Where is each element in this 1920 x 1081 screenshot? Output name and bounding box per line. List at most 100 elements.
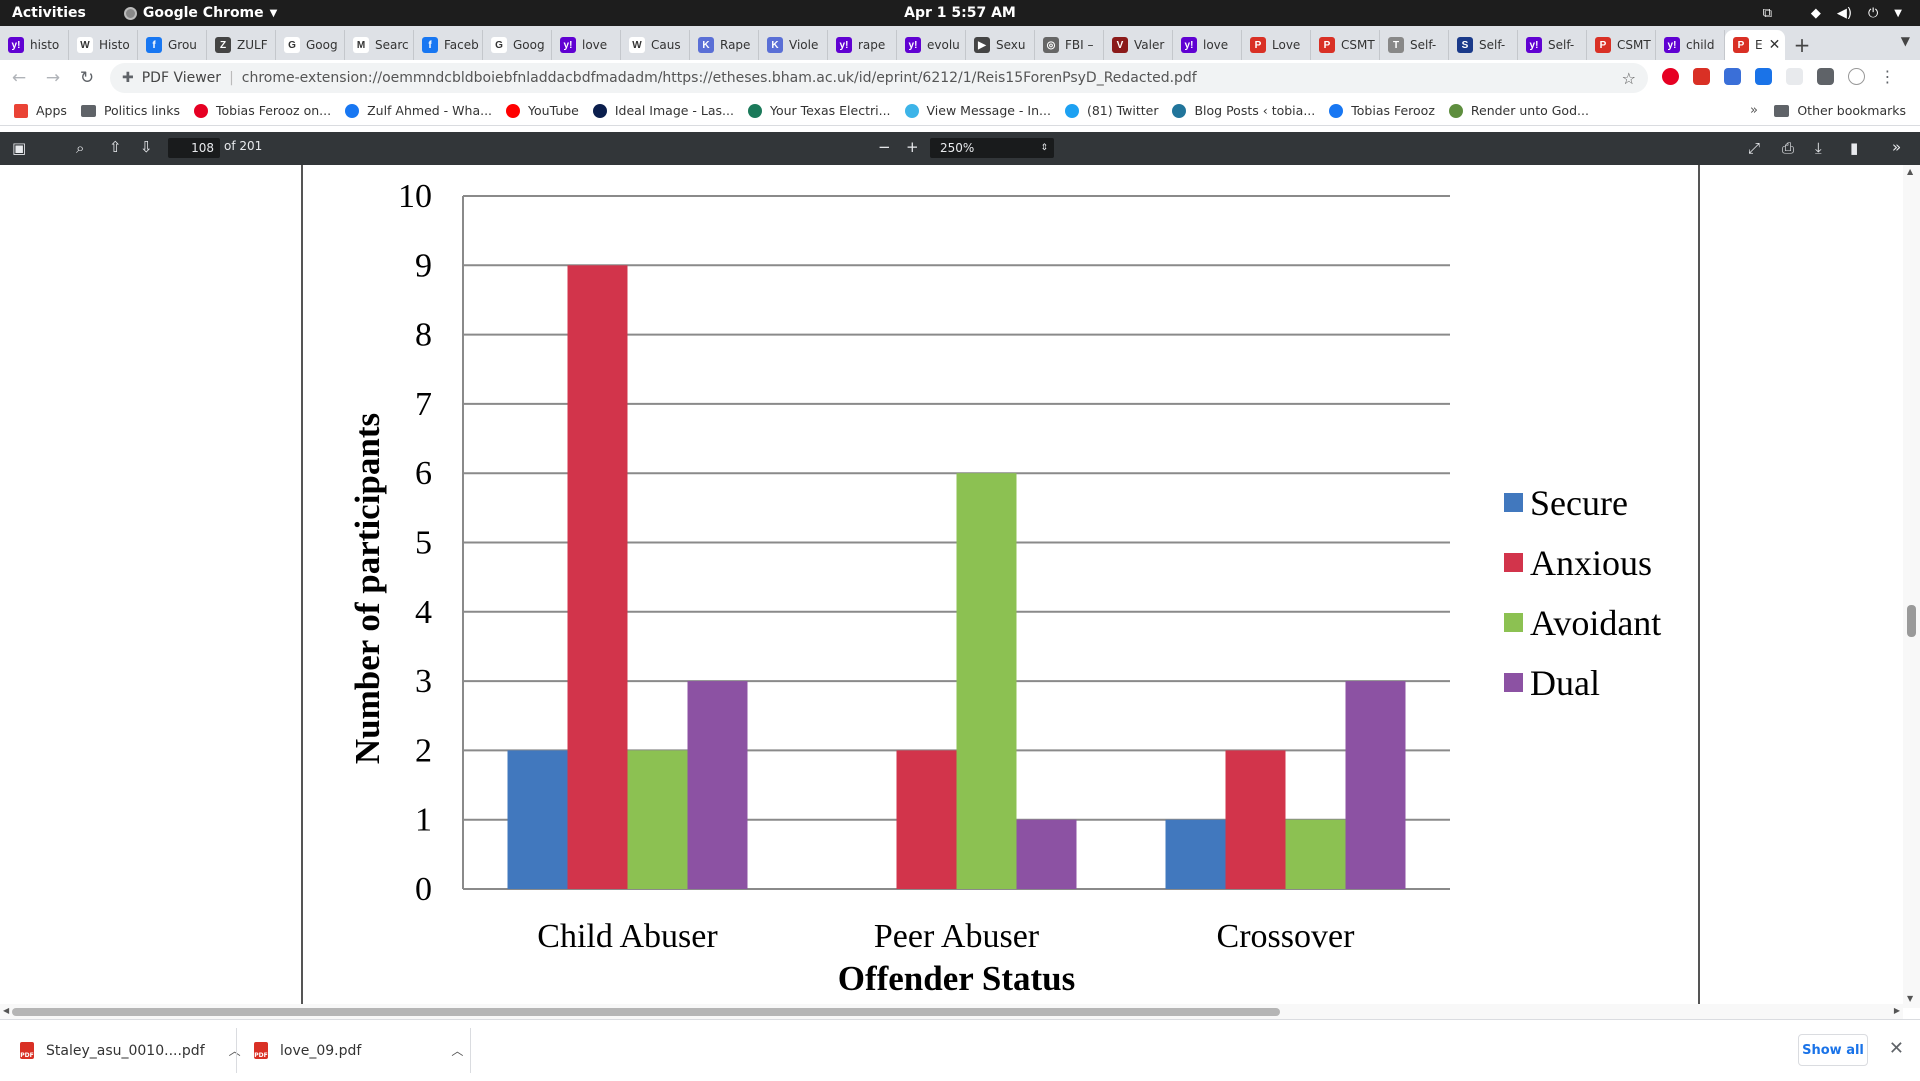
- horizontal-scroll-thumb[interactable]: [12, 1008, 1280, 1016]
- bookmark-item[interactable]: Politics links: [80, 103, 180, 118]
- address-bar[interactable]: ✚ PDF Viewer | chrome-extension://oemmnd…: [110, 63, 1648, 93]
- checklist-extension-icon[interactable]: [1724, 68, 1741, 85]
- bookmark-icon[interactable]: ▮: [1850, 139, 1859, 157]
- bookmark-star-icon[interactable]: ☆: [1621, 68, 1636, 88]
- tab[interactable]: V Valer: [1104, 30, 1173, 60]
- tab[interactable]: P Love: [1242, 30, 1311, 60]
- next-page-arrow-icon[interactable]: ⇩: [140, 138, 153, 156]
- app-menu[interactable]: Google Chrome ▼: [123, 5, 277, 21]
- bookmarks-overflow-button[interactable]: »: [1750, 103, 1758, 118]
- scroll-right-arrow-icon[interactable]: ▶: [1893, 1006, 1900, 1015]
- back-arrow-icon[interactable]: ←: [11, 68, 27, 88]
- network-icon[interactable]: ◆: [1810, 5, 1821, 21]
- tab[interactable]: y! Self-: [1518, 30, 1587, 60]
- other-bookmarks-folder[interactable]: Other bookmarks: [1774, 103, 1906, 118]
- tab[interactable]: W Caus: [621, 30, 690, 60]
- clock[interactable]: Apr 1 5:57 AM: [904, 5, 1016, 21]
- window-switcher-icon[interactable]: ⧉: [1762, 5, 1772, 21]
- pdf-content-area[interactable]: 0 1 2 3 4 5 6 7 8 9 10 Child Abuser Peer Abuser Cross…: [0, 165, 1920, 1008]
- tab[interactable]: ▶ Sexu: [966, 30, 1035, 60]
- menu-kebab-icon[interactable]: ⋮: [1879, 67, 1896, 86]
- close-tab-icon[interactable]: ✕: [1768, 37, 1781, 53]
- chevron-up-icon[interactable]: ︿: [228, 1044, 241, 1058]
- scroll-up-arrow-icon[interactable]: ▲: [1907, 167, 1914, 176]
- download-item[interactable]: PDF love_09.pdf ︿: [254, 1020, 463, 1081]
- profile-avatar-icon[interactable]: [1848, 68, 1865, 85]
- bookmark-item[interactable]: Ideal Image - Las...: [592, 103, 734, 118]
- bookmark-item[interactable]: Blog Posts ‹ tobia...: [1172, 103, 1315, 118]
- close-icon[interactable]: ✕: [1888, 1038, 1904, 1059]
- bookmark-label: View Message - In...: [926, 103, 1051, 118]
- tab[interactable]: y! love: [1173, 30, 1242, 60]
- chevron-down-icon[interactable]: ▼: [1894, 7, 1902, 19]
- tab[interactable]: G Goog: [483, 30, 552, 60]
- vertical-scroll-thumb[interactable]: [1907, 605, 1916, 637]
- bookmark-item[interactable]: Your Texas Electri...: [747, 103, 891, 118]
- previous-page-arrow-icon[interactable]: ⇧: [109, 138, 122, 156]
- tab[interactable]: W Histo: [69, 30, 138, 60]
- k-icon: K: [698, 37, 714, 53]
- page-number-input[interactable]: 108: [168, 138, 220, 158]
- tab[interactable]: K Rape: [690, 30, 759, 60]
- sidebar-toggle-icon[interactable]: ▣: [12, 139, 27, 157]
- tab[interactable]: y! histo: [0, 30, 69, 60]
- tab[interactable]: y! rape: [828, 30, 897, 60]
- tab[interactable]: T Self-: [1380, 30, 1449, 60]
- scroll-left-arrow-icon[interactable]: ◀: [3, 1006, 10, 1015]
- tab[interactable]: P CSMT: [1311, 30, 1380, 60]
- search-icon[interactable]: ⌕: [76, 139, 85, 157]
- forward-arrow-icon[interactable]: →: [45, 68, 61, 88]
- yahoo-icon: y!: [560, 37, 576, 53]
- fit-page-icon[interactable]: ⤢: [1748, 139, 1761, 157]
- tab[interactable]: y! child: [1656, 30, 1725, 60]
- tab-search-chevron-icon[interactable]: ▼: [1900, 34, 1910, 48]
- tab-active[interactable]: P E ✕: [1725, 30, 1785, 60]
- vertical-scrollbar[interactable]: ▲ ▼: [1903, 165, 1920, 1008]
- puzzle-extensions-icon[interactable]: [1817, 68, 1834, 85]
- horizontal-scrollbar[interactable]: ◀ ▶: [0, 1004, 1903, 1019]
- tab[interactable]: S Self-: [1449, 30, 1518, 60]
- bolt-extension-icon[interactable]: [1755, 68, 1772, 85]
- bookmark-item[interactable]: Render unto God...: [1448, 103, 1589, 118]
- bookmark-item[interactable]: (81) Twitter: [1064, 103, 1158, 118]
- chevron-up-icon[interactable]: ︿: [451, 1044, 464, 1058]
- more-actions-icon[interactable]: »: [1892, 138, 1902, 156]
- power-icon[interactable]: ⏻: [1868, 5, 1879, 21]
- tab[interactable]: y! evolu: [897, 30, 966, 60]
- tab-strip: y! histo W Histo f Grou Z ZULF G Goog M Searc f Faceb…: [0, 26, 1920, 60]
- tab[interactable]: ◎ FBI –: [1035, 30, 1104, 60]
- url-text[interactable]: chrome-extension://oemmndcbldboiebfnladd…: [241, 70, 1197, 86]
- tab[interactable]: f Faceb: [414, 30, 483, 60]
- reload-icon[interactable]: ↻: [79, 68, 95, 88]
- print-icon[interactable]: ⎙: [1782, 139, 1795, 157]
- zoom-in-icon[interactable]: +: [906, 138, 919, 156]
- pdf-viewer-toolbar: ▣ ⌕ ⇧ ⇩ 108 of 201 − + 250% ⇕ ⤢ ⎙ ⤓ ▮ »: [0, 132, 1920, 165]
- bookmark-item[interactable]: Zulf Ahmed - Wha...: [345, 103, 492, 118]
- system-tray[interactable]: ⧉ ◆ ◀) ⏻ ▼: [1763, 0, 1902, 26]
- tab[interactable]: y! love: [552, 30, 621, 60]
- bookmark-item[interactable]: Tobias Ferooz on...: [193, 103, 331, 118]
- download-icon[interactable]: ⤓: [1815, 139, 1822, 157]
- tab[interactable]: K Viole: [759, 30, 828, 60]
- bookmark-item[interactable]: YouTube: [506, 103, 579, 118]
- download-item[interactable]: PDF Staley_asu_0010....pdf ︿: [20, 1020, 241, 1081]
- volume-icon[interactable]: ◀): [1836, 5, 1852, 21]
- tab[interactable]: M Searc: [345, 30, 414, 60]
- tab[interactable]: Z ZULF: [207, 30, 276, 60]
- bookmark-item[interactable]: Tobias Ferooz: [1329, 103, 1435, 118]
- tab[interactable]: f Grou: [138, 30, 207, 60]
- activities-button[interactable]: Activities: [12, 5, 86, 21]
- zoom-select[interactable]: 250% ⇕: [930, 138, 1054, 158]
- tab[interactable]: G Goog: [276, 30, 345, 60]
- blank-extension-icon[interactable]: [1786, 68, 1803, 85]
- y-tick-label: 0: [415, 871, 432, 908]
- new-tab-button[interactable]: +: [1793, 33, 1811, 57]
- bookmark-item[interactable]: Apps: [14, 103, 67, 118]
- tab[interactable]: P CSMT: [1587, 30, 1656, 60]
- pinterest-extension-icon[interactable]: [1662, 68, 1679, 85]
- scroll-down-arrow-icon[interactable]: ▼: [1907, 994, 1914, 1003]
- show-all-button[interactable]: Show all: [1798, 1034, 1868, 1066]
- zoom-out-icon[interactable]: −: [878, 138, 891, 156]
- bookmark-item[interactable]: View Message - In...: [904, 103, 1051, 118]
- pdf-extension-icon[interactable]: [1693, 68, 1710, 85]
